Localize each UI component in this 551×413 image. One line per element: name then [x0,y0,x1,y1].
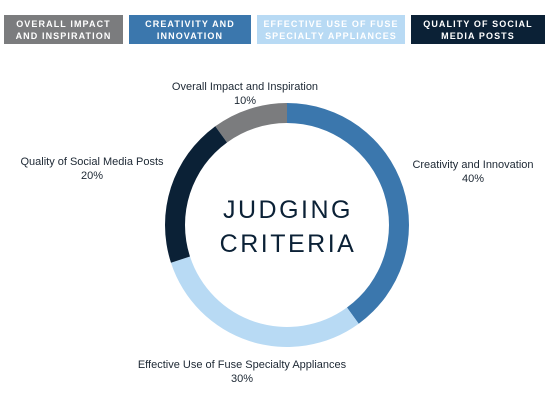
slice-label-fuse-appliances-value: 30% [230,373,254,385]
slice-label-creativity: Creativity and Innovation 40% [393,158,551,186]
slice-label-fuse-appliances: Effective Use of Fuse Specialty Applianc… [102,358,382,386]
donut-slice-fuse-appliances [170,256,359,347]
donut-slice-creativity [287,103,409,324]
center-title-line-2: CRITERIA [219,230,357,258]
donut-slice-social-media [165,126,228,263]
slice-label-fuse-appliances-name: Effective Use of Fuse Specialty Applianc… [137,359,347,371]
legend-item-fuse-appliances: EFFECTIVE USE OF FUSE SPECIALTY APPLIANC… [257,15,405,44]
chart-center-title: JUDGING CRITERIA [168,193,408,261]
center-title-line-1: JUDGING [223,196,353,224]
slice-label-overall-impact-name: Overall Impact and Inspiration [171,81,319,93]
legend-item-creativity: CREATIVITY AND INNOVATION [129,15,251,44]
donut-slice-overall-impact [215,103,287,143]
slice-label-creativity-value: 40% [461,173,485,185]
slice-label-social-media: Quality of Social Media Posts 20% [2,155,182,183]
slice-label-overall-impact: Overall Impact and Inspiration 10% [125,80,365,108]
legend-item-social-media: QUALITY OF SOCIAL MEDIA POSTS [411,15,545,44]
slice-label-social-media-value: 20% [80,170,104,182]
slice-label-overall-impact-value: 10% [233,95,257,107]
legend-item-overall-impact: OVERALL IMPACT AND INSPIRATION [4,15,123,44]
slice-label-social-media-name: Quality of Social Media Posts [20,156,164,168]
legend: OVERALL IMPACT AND INSPIRATION CREATIVIT… [4,15,545,44]
slice-label-creativity-name: Creativity and Innovation [412,159,534,171]
